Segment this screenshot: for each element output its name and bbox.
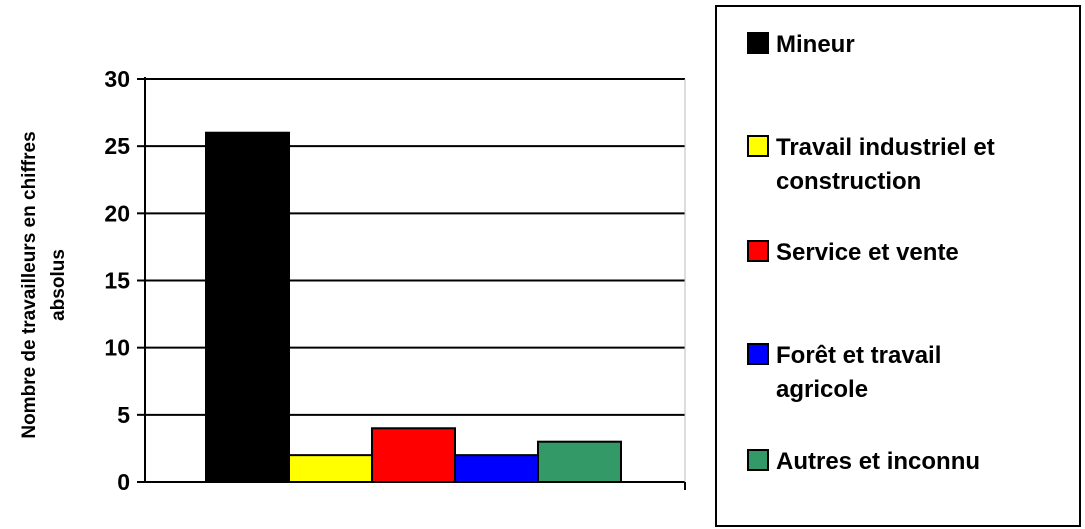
y-tick-label: 5 bbox=[117, 402, 130, 428]
legend-item: Autres et inconnu bbox=[747, 448, 980, 475]
legend-swatch bbox=[747, 32, 769, 54]
legend-swatch bbox=[747, 343, 769, 365]
legend-swatch bbox=[747, 449, 769, 471]
legend: Mineur Travail industriel et construction S… bbox=[715, 5, 1081, 527]
y-tick-label: 30 bbox=[104, 66, 130, 92]
bar-5 bbox=[537, 440, 622, 484]
legend-item: Travail industriel et construction bbox=[747, 134, 995, 195]
legend-box bbox=[715, 5, 1081, 527]
legend-item: Service et vente bbox=[747, 239, 959, 266]
bar-3 bbox=[371, 427, 456, 483]
legend-swatch bbox=[747, 135, 769, 157]
bar-1 bbox=[205, 131, 290, 483]
y-axis-title-line: absolus bbox=[48, 249, 69, 321]
legend-label: construction bbox=[776, 168, 921, 195]
y-tick-label: 25 bbox=[104, 133, 130, 159]
legend-label: Autres et inconnu bbox=[776, 448, 980, 475]
bar-4 bbox=[454, 454, 539, 483]
y-tick-label: 10 bbox=[104, 335, 130, 361]
legend-item: Forêt et travail agricole bbox=[747, 342, 941, 403]
y-tick-label: 20 bbox=[104, 200, 130, 226]
bars bbox=[205, 131, 622, 484]
legend-label: agricole bbox=[776, 376, 868, 403]
y-axis-title-line: Nombre de travailleurs en chiffres bbox=[19, 131, 40, 438]
bar-2 bbox=[288, 454, 373, 483]
y-axis-title: Nombre de travailleurs en chiffres absolu… bbox=[19, 131, 69, 438]
legend-item: Mineur bbox=[747, 31, 855, 58]
legend-label: Forêt et travail bbox=[776, 342, 941, 369]
y-tick-labels: 0 5 10 15 20 25 30 bbox=[104, 66, 130, 495]
legend-label: Travail industriel et bbox=[776, 134, 995, 161]
legend-label: Mineur bbox=[776, 31, 855, 58]
legend-swatch bbox=[747, 240, 769, 262]
legend-label: Service et vente bbox=[776, 239, 959, 266]
axes bbox=[137, 77, 686, 490]
y-tick-label: 15 bbox=[104, 268, 130, 294]
y-tick-label: 0 bbox=[117, 469, 130, 495]
